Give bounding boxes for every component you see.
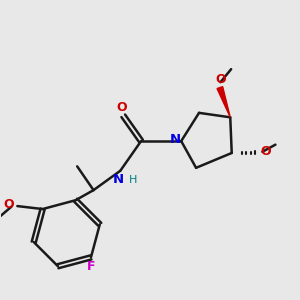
- Text: N: N: [170, 133, 181, 146]
- Text: F: F: [87, 260, 96, 273]
- Text: H: H: [129, 175, 137, 185]
- Polygon shape: [217, 87, 230, 117]
- Text: O: O: [4, 198, 14, 211]
- Text: O: O: [116, 101, 127, 114]
- Text: O: O: [260, 145, 271, 158]
- Text: O: O: [216, 73, 226, 86]
- Text: N: N: [113, 172, 124, 186]
